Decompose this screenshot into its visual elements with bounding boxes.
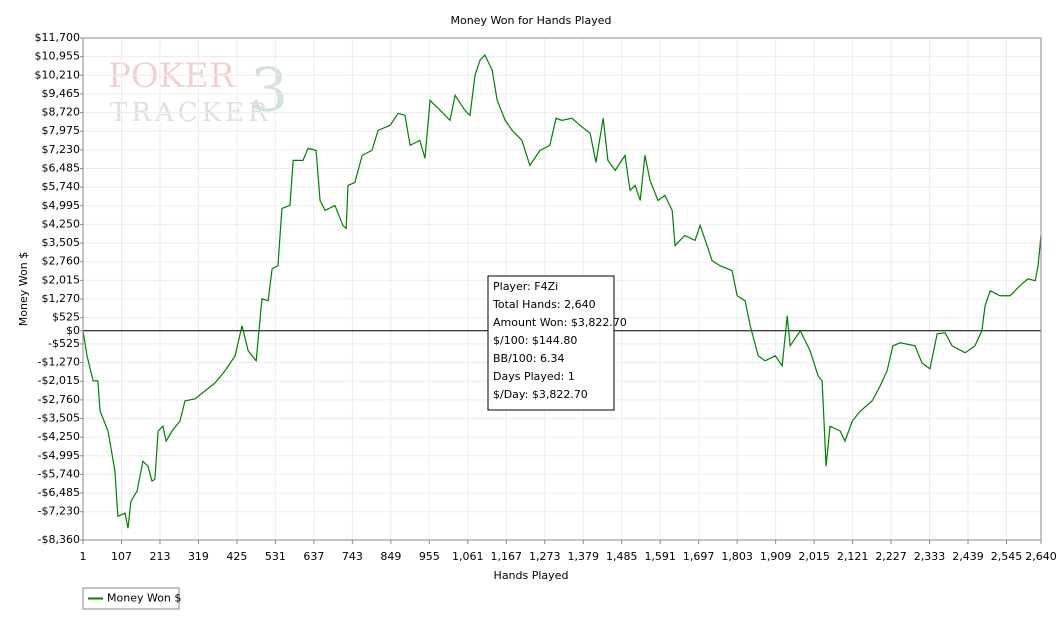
y-tick-label: $525 bbox=[52, 311, 80, 324]
y-tick-label: $7,975 bbox=[42, 124, 81, 137]
y-tick-label: $1,270 bbox=[42, 292, 81, 305]
y-tick-label: $10,955 bbox=[35, 50, 81, 63]
y-tick-label: $6,485 bbox=[42, 162, 81, 175]
x-tick-label: 849 bbox=[380, 550, 401, 563]
tooltip: Player: F4Zi Total Hands: 2,640 Amount Won… bbox=[487, 275, 627, 411]
y-tick-label: $0 bbox=[66, 324, 80, 337]
y-tick-label: -$3,505 bbox=[38, 412, 80, 425]
y-tick-label: -$1,270 bbox=[38, 356, 80, 369]
tooltip-line: BB/100: 6.34 bbox=[493, 352, 565, 365]
x-tick-label: 1,273 bbox=[529, 550, 561, 563]
x-tick-label: 1,697 bbox=[683, 550, 715, 563]
x-tick-label: 1,803 bbox=[721, 550, 753, 563]
legend-label: Money Won $ bbox=[107, 592, 181, 605]
x-axis-label: Hands Played bbox=[494, 569, 569, 582]
x-tick-label: 2,640 bbox=[1025, 550, 1057, 563]
data-line bbox=[82, 53, 1042, 529]
watermark-text: 3 bbox=[250, 56, 288, 126]
x-tick-label: 1,485 bbox=[606, 550, 638, 563]
x-tick-label: 743 bbox=[342, 550, 363, 563]
y-tick-label: -$4,995 bbox=[38, 449, 80, 462]
y-tick-label: -$525 bbox=[48, 337, 80, 350]
legend-box bbox=[82, 587, 180, 610]
tooltip-line: Days Played: 1 bbox=[493, 370, 575, 383]
tooltip-line: $/Day: $3,822.70 bbox=[493, 388, 588, 401]
y-tick-label: -$4,250 bbox=[38, 430, 80, 443]
y-tick-label: -$2,760 bbox=[38, 393, 80, 406]
x-tick-label: 1,379 bbox=[567, 550, 599, 563]
tooltip-line: Total Hands: 2,640 bbox=[492, 298, 596, 311]
y-tick-label: $10,210 bbox=[35, 68, 81, 81]
x-tick-label: 1,167 bbox=[491, 550, 523, 563]
y-tick-label: -$6,485 bbox=[38, 486, 80, 499]
y-tick-label: $4,995 bbox=[42, 199, 81, 212]
x-tick-label: 2,545 bbox=[991, 550, 1023, 563]
legend: Money Won $ bbox=[82, 587, 181, 610]
y-tick-label: $4,250 bbox=[42, 217, 81, 230]
x-tick-label: 1 bbox=[80, 550, 87, 563]
y-tick-label: -$2,015 bbox=[38, 374, 80, 387]
x-tick-label: 319 bbox=[188, 550, 209, 563]
x-tick-label: 955 bbox=[419, 550, 440, 563]
y-tick-label: $5,740 bbox=[42, 180, 81, 193]
y-axis-label: Money Won $ bbox=[17, 252, 30, 326]
tooltip-line: Player: F4Zi bbox=[493, 280, 558, 293]
x-tick-label: 2,333 bbox=[914, 550, 946, 563]
ticks: $11,700 $10,955 $10,210 $9,465 $8,720 $7,975 $… bbox=[35, 31, 1057, 563]
x-tick-label: 425 bbox=[226, 550, 247, 563]
x-tick-label: 637 bbox=[303, 550, 324, 563]
y-tick-label: $2,760 bbox=[42, 255, 81, 268]
x-tick-label: 1,591 bbox=[644, 550, 676, 563]
x-tick-label: 2,015 bbox=[798, 550, 830, 563]
y-tick-label: $9,465 bbox=[42, 87, 81, 100]
y-tick-label: -$5,740 bbox=[38, 467, 80, 480]
x-tick-label: 2,121 bbox=[837, 550, 869, 563]
x-tick-label: 213 bbox=[149, 550, 170, 563]
y-tick-label: -$8,360 bbox=[38, 533, 80, 546]
x-tick-label: 107 bbox=[111, 550, 132, 563]
watermark-text: POKER bbox=[108, 56, 236, 96]
y-tick-label: $2,015 bbox=[42, 273, 81, 286]
tooltip-box bbox=[487, 275, 615, 411]
x-tick-label: 2,439 bbox=[952, 550, 984, 563]
x-tick-label: 1,061 bbox=[452, 550, 484, 563]
y-tick-label: $11,700 bbox=[35, 31, 81, 44]
y-tick-label: $3,505 bbox=[42, 236, 81, 249]
x-tick-label: 531 bbox=[265, 550, 286, 563]
tooltip-line: Amount Won: $3,822.70 bbox=[493, 316, 627, 329]
y-tick-label: $8,720 bbox=[42, 106, 81, 119]
x-tick-label: 1,909 bbox=[760, 550, 792, 563]
y-tick-label: -$7,230 bbox=[38, 505, 80, 518]
x-tick-label: 2,227 bbox=[875, 550, 907, 563]
plot-frame bbox=[82, 37, 1042, 541]
y-tick-label: $7,230 bbox=[42, 143, 81, 156]
chart-title: Money Won for Hands Played bbox=[451, 14, 612, 27]
tooltip-line: $/100: $144.80 bbox=[493, 334, 577, 347]
